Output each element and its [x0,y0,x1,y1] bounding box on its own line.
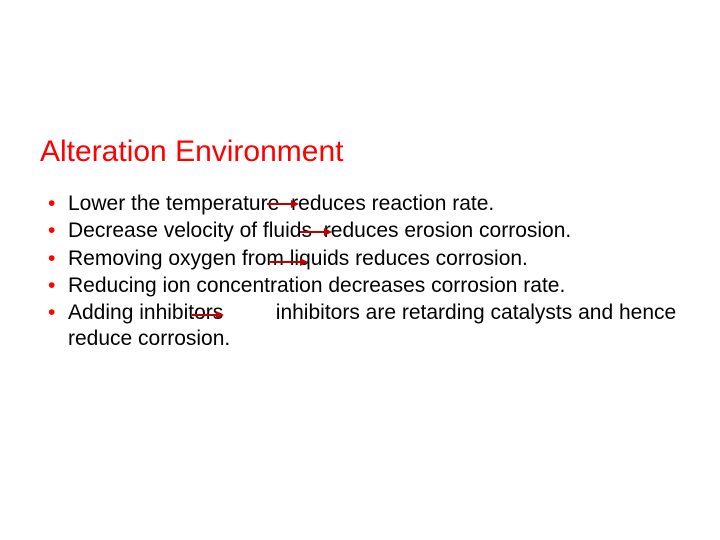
arrow-icon [267,199,297,209]
bullet-text-post: reduces corrosion. [355,247,528,270]
bullet-item: Adding inhibitors inhibitors are retardi… [48,300,680,353]
bullet-text-pre: Reducing ion concentration [68,274,323,297]
bullet-text-post: reduces erosion corrosion. [324,219,571,242]
bullet-text-post: reduces reaction rate. [291,192,494,215]
bullet-text-post: decreases corrosion rate. [328,274,565,297]
bullet-text-pre: Removing oxygen from liquids [68,247,349,270]
bullet-item: Reducing ion concentration decreases cor… [48,273,680,299]
arrow-icon [300,227,330,237]
bullet-list: Lower the temperature reduces reaction r… [40,191,680,353]
slide-title: Alteration Environment [40,135,680,169]
bullet-text-pre: Decrease velocity of fluids [68,219,312,242]
bullet-text-pre: Adding inhibitors [68,301,223,324]
bullet-item: Decrease velocity of fluids reduces eros… [48,218,680,244]
gap [223,301,276,324]
bullet-text-pre: Lower the temperature [68,192,279,215]
bullet-item: Lower the temperature reduces reaction r… [48,191,680,217]
bullet-item: Removing oxygen from liquids reduces cor… [48,246,680,272]
